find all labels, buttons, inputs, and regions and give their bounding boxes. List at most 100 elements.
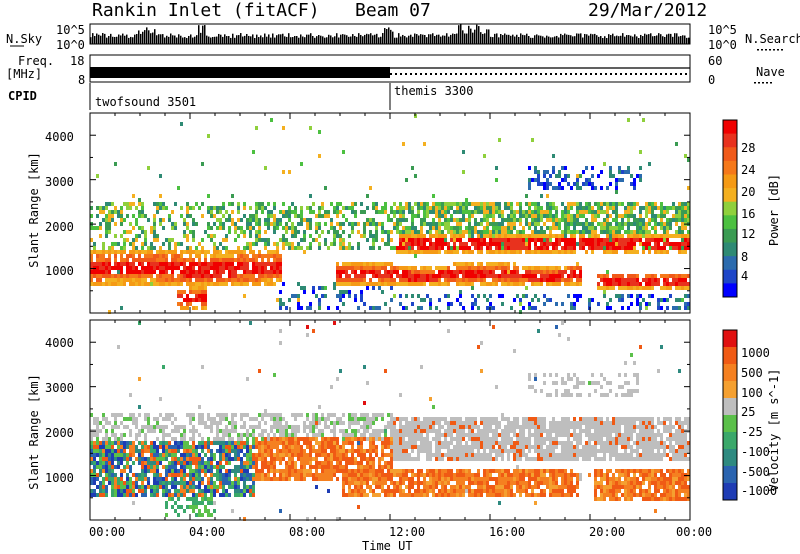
heatmap-cell xyxy=(117,282,120,286)
heatmap-cell xyxy=(141,206,144,210)
heatmap-cell xyxy=(309,306,312,310)
heatmap-cell xyxy=(399,445,402,449)
heatmap-cell xyxy=(357,437,360,441)
heatmap-cell xyxy=(675,278,678,282)
heatmap-cell xyxy=(246,469,249,473)
heatmap-cell xyxy=(402,469,405,473)
heatmap-cell xyxy=(96,421,99,425)
heatmap-cell xyxy=(480,250,483,254)
heatmap-cell xyxy=(345,274,348,278)
heatmap-cell xyxy=(648,218,651,222)
heatmap-cell xyxy=(456,246,459,250)
heatmap-cell xyxy=(177,469,180,473)
heatmap-cell xyxy=(132,501,135,505)
heatmap-cell xyxy=(243,270,246,274)
heatmap-cell xyxy=(318,433,321,437)
heatmap-cell xyxy=(549,230,552,234)
heatmap-cell xyxy=(669,226,672,230)
heatmap-cell xyxy=(393,294,396,298)
heatmap-cell xyxy=(564,218,567,222)
heatmap-cell xyxy=(615,202,618,206)
heatmap-cell xyxy=(426,270,429,274)
heatmap-cell xyxy=(234,238,237,242)
heatmap-cell xyxy=(687,294,690,298)
heatmap-cell xyxy=(585,178,588,182)
heatmap-cell xyxy=(429,302,432,306)
heatmap-cell xyxy=(162,429,165,433)
heatmap-cell xyxy=(315,461,318,465)
heatmap-cell xyxy=(225,282,228,286)
heatmap-cell xyxy=(99,258,102,262)
heatmap-cell xyxy=(630,250,633,254)
heatmap-cell xyxy=(624,210,627,214)
heatmap-cell xyxy=(384,493,387,497)
heatmap-cell xyxy=(165,493,168,497)
heatmap-cell xyxy=(192,501,195,505)
heatmap-cell xyxy=(285,226,288,230)
heatmap-cell xyxy=(213,417,216,421)
heatmap-cell xyxy=(147,166,150,170)
heatmap-cell xyxy=(495,166,498,170)
heatmap-cell xyxy=(243,246,246,250)
heatmap-cell xyxy=(243,481,246,485)
heatmap-cell xyxy=(429,270,432,274)
heatmap-cell xyxy=(369,473,372,477)
heatmap-cell xyxy=(321,206,324,210)
heatmap-cell xyxy=(366,262,369,266)
heatmap-cell xyxy=(108,202,111,206)
heatmap-cell xyxy=(246,218,249,222)
heatmap-cell xyxy=(132,413,135,417)
heatmap-cell xyxy=(588,230,591,234)
heatmap-cell xyxy=(675,230,678,234)
heatmap-cell xyxy=(135,234,138,238)
heatmap-cell xyxy=(267,469,270,473)
heatmap-cell xyxy=(471,238,474,242)
heatmap-cell xyxy=(528,266,531,270)
heatmap-cell xyxy=(174,441,177,445)
heatmap-cell xyxy=(627,222,630,226)
heatmap-cell xyxy=(528,210,531,214)
heatmap-cell xyxy=(453,270,456,274)
heatmap-cell xyxy=(129,465,132,469)
heatmap-cell xyxy=(282,417,285,421)
heatmap-cell xyxy=(423,441,426,445)
heatmap-cell xyxy=(570,234,573,238)
heatmap-cell xyxy=(492,206,495,210)
heatmap-cell xyxy=(129,493,132,497)
heatmap-cell xyxy=(192,286,195,290)
heatmap-cell xyxy=(444,493,447,497)
heatmap-cell xyxy=(576,178,579,182)
heatmap-cell xyxy=(273,206,276,210)
heatmap-cell xyxy=(525,242,528,246)
heatmap-cell xyxy=(411,477,414,481)
heatmap-cell xyxy=(264,222,267,226)
heatmap-cell xyxy=(99,254,102,258)
heatmap-cell xyxy=(138,198,141,202)
heatmap-cell xyxy=(687,274,690,278)
heatmap-cell xyxy=(399,429,402,433)
heatmap-cell xyxy=(147,469,150,473)
heatmap-cell xyxy=(144,230,147,234)
heatmap-cell xyxy=(531,238,534,242)
heatmap-cell xyxy=(198,254,201,258)
heatmap-cell xyxy=(459,294,462,298)
heatmap-cell xyxy=(384,202,387,206)
heatmap-cell xyxy=(468,473,471,477)
heatmap-cell xyxy=(429,441,432,445)
heatmap-cell xyxy=(348,481,351,485)
heatmap-cell xyxy=(417,489,420,493)
heatmap-cell xyxy=(270,465,273,469)
heatmap-cell xyxy=(309,473,312,477)
heatmap-cell xyxy=(618,238,621,242)
heatmap-cell xyxy=(573,182,576,186)
heatmap-cell xyxy=(444,453,447,457)
heatmap-cell xyxy=(357,465,360,469)
heatmap-cell xyxy=(357,485,360,489)
heatmap-cell xyxy=(408,437,411,441)
heatmap-cell xyxy=(216,421,219,425)
heatmap-cell xyxy=(420,206,423,210)
heatmap-cell xyxy=(267,218,270,222)
heatmap-cell xyxy=(372,421,375,425)
heatmap-cell xyxy=(363,465,366,469)
heatmap-cell xyxy=(90,266,93,270)
